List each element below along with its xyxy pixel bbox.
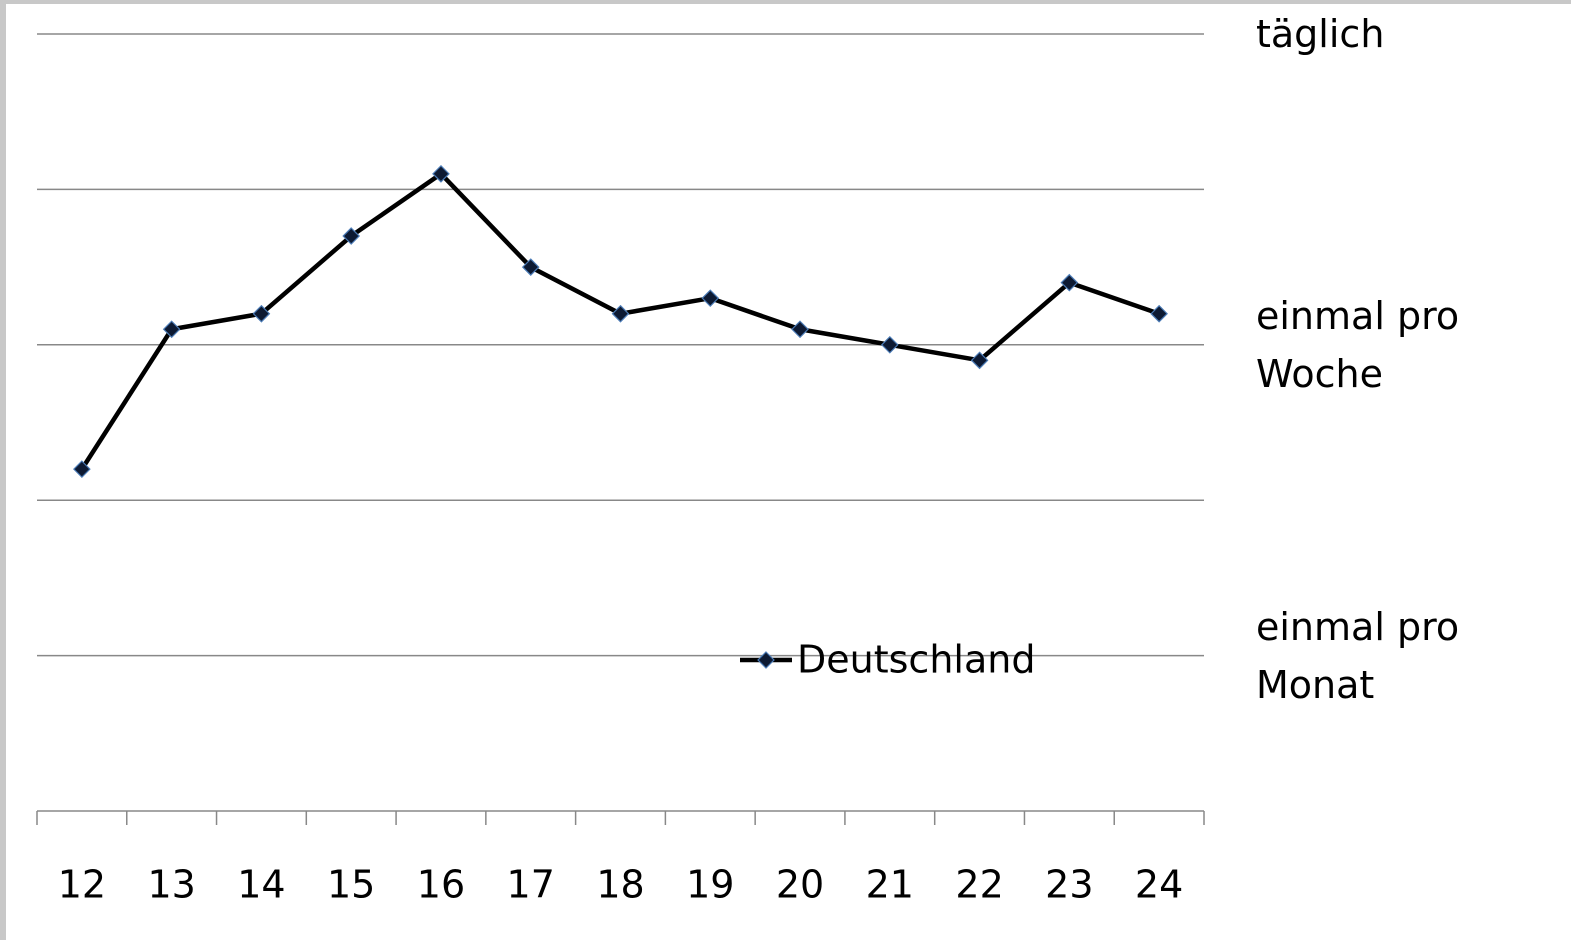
x-tick-label: 19 bbox=[686, 863, 734, 907]
legend-label: Deutschland bbox=[797, 638, 1035, 682]
x-tick-label: 14 bbox=[237, 863, 285, 907]
data-point bbox=[521, 258, 540, 276]
x-tick-label: 22 bbox=[955, 863, 1003, 907]
data-point bbox=[1150, 304, 1168, 323]
data-point bbox=[73, 460, 91, 478]
x-tick-label: 21 bbox=[866, 863, 914, 907]
data-point bbox=[432, 165, 450, 183]
x-tick-label: 20 bbox=[776, 863, 824, 907]
data-point bbox=[1060, 273, 1079, 292]
data-point bbox=[701, 289, 720, 308]
data-point bbox=[791, 320, 809, 339]
x-tick-label: 24 bbox=[1135, 863, 1183, 907]
y-tick-label: einmal pro Woche bbox=[1256, 293, 1460, 396]
data-point bbox=[970, 351, 989, 370]
plot-background bbox=[6, 4, 1571, 940]
data-point bbox=[880, 335, 899, 354]
data-point bbox=[342, 227, 361, 245]
data-point bbox=[252, 304, 271, 323]
x-tick-label: 13 bbox=[147, 863, 195, 907]
x-tick-label: 18 bbox=[596, 863, 644, 907]
y-tick-label: einmal pro Monat bbox=[1256, 604, 1460, 707]
data-point bbox=[611, 304, 630, 323]
x-tick-label: 16 bbox=[417, 863, 465, 907]
x-tick-label: 23 bbox=[1045, 863, 1093, 907]
x-tick-label: 17 bbox=[507, 863, 555, 907]
x-tick-label: 12 bbox=[58, 863, 106, 907]
y-tick-label: täglich bbox=[1256, 12, 1385, 56]
x-tick-label: 15 bbox=[327, 863, 375, 907]
legend-marker bbox=[757, 651, 775, 669]
data-point bbox=[162, 320, 181, 339]
